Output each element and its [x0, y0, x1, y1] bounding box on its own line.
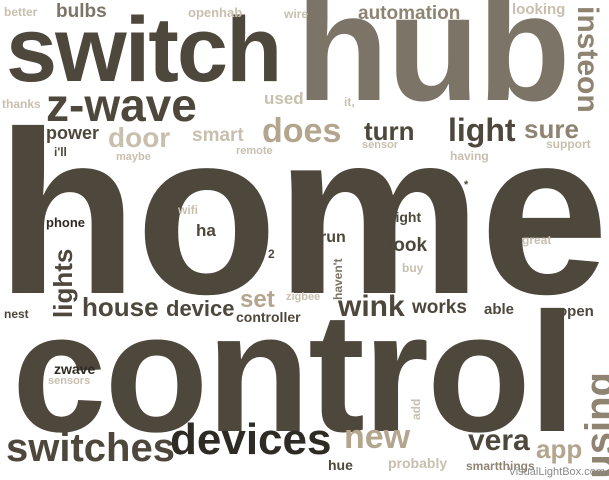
word-does: does [262, 112, 342, 150]
word-wifi: wifi [178, 203, 198, 217]
word-wire: wire [284, 7, 309, 21]
word-able: able [484, 301, 515, 318]
word-run: run [320, 229, 346, 246]
word-phone: phone [46, 215, 85, 230]
word-app: app [536, 434, 583, 464]
word-nest: nest [4, 307, 29, 321]
word-2: 2 [268, 247, 275, 261]
word-add: add [409, 398, 423, 420]
word-device: device [166, 296, 235, 321]
word-devices: devices [170, 415, 332, 464]
word-support: support [546, 137, 591, 151]
word-smart: smart [192, 125, 244, 146]
word-looking: looking [512, 1, 566, 18]
watermark-text: VisualLightBox.com [508, 466, 605, 478]
word-maybe: maybe [116, 151, 151, 163]
word-light: light [448, 112, 516, 148]
word-new: new [344, 418, 411, 456]
word-used: used [264, 89, 304, 108]
word-control: control [12, 278, 576, 468]
word-home: home [0, 84, 609, 343]
word-wink: wink [338, 290, 405, 323]
word-works: works [412, 297, 467, 318]
word-i'll: i'll [54, 145, 67, 159]
word-look: look [388, 235, 428, 256]
word-sure: sure [524, 114, 579, 144]
word-open: open [558, 303, 594, 320]
word-great: great [522, 233, 552, 247]
word-controller: controller [236, 309, 301, 325]
word-thanks: thanks [2, 97, 41, 111]
word-door: door [108, 122, 171, 153]
word-better: better [4, 5, 38, 19]
word-z-wave: z-wave [46, 79, 197, 131]
word-zigbee: zigbee [286, 291, 321, 303]
word-lights: lights [48, 248, 78, 318]
word-ha: ha [196, 221, 216, 240]
word-buy: buy [402, 261, 424, 275]
word-sensor: sensor [362, 139, 399, 151]
word-openhab: openhab [188, 5, 243, 20]
word-sensors: sensors [48, 375, 91, 387]
word-using: using [578, 372, 609, 479]
word-probably: probably [388, 455, 448, 471]
word-bulbs: bulbs [56, 1, 107, 22]
word-zwave: zwave [54, 361, 96, 377]
word-power: power [46, 123, 100, 143]
word-right: right [390, 209, 422, 225]
word-smartthings: smartthings [466, 459, 535, 473]
word-vera: vera [468, 424, 530, 457]
word-house: house [82, 292, 159, 322]
word-having: having [450, 149, 489, 163]
word-hub: hub [296, 0, 571, 133]
word-switch: switch [6, 0, 282, 101]
word-automation: automation [358, 3, 461, 24]
word-hue: hue [328, 457, 353, 473]
word-set: set [240, 286, 275, 313]
word-turn: turn [364, 116, 415, 146]
word-remote: remote [236, 145, 273, 157]
word-switches: switches [6, 426, 175, 470]
word-it,: it, [344, 95, 355, 109]
word-asterisk: * [464, 179, 469, 191]
word-insteon: insteon [571, 6, 604, 113]
